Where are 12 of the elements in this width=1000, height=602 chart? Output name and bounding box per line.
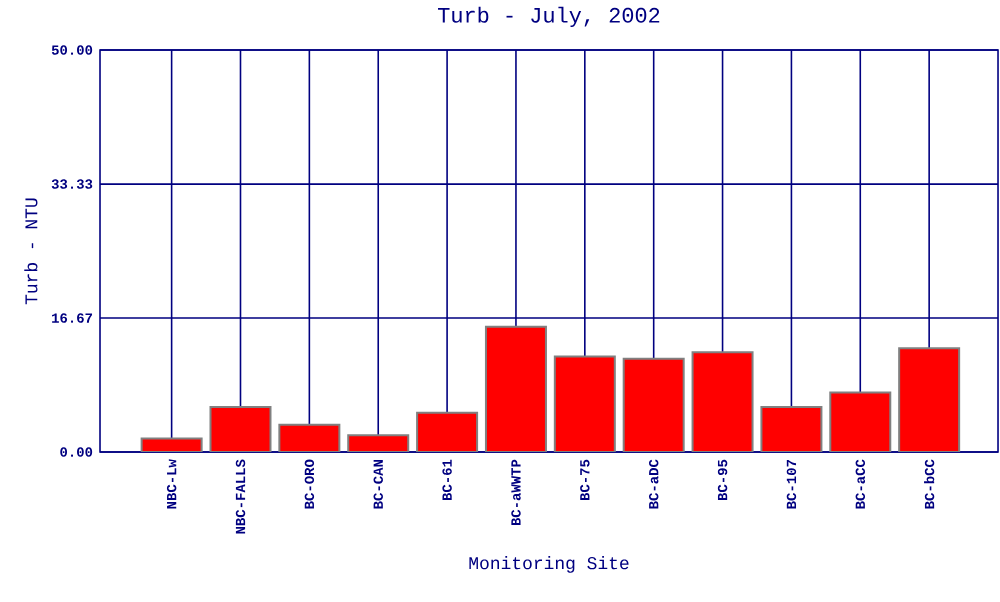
x-axis-title: Monitoring Site (469, 556, 629, 573)
bar (210, 407, 271, 453)
bar (761, 407, 822, 453)
bar (554, 356, 615, 453)
bar (692, 352, 753, 453)
y-axis-title: Turb - NTU (24, 198, 38, 305)
bar (830, 392, 891, 453)
bar (485, 326, 546, 453)
bar (623, 358, 684, 453)
chart-title: Turb - July, 2002 (438, 6, 660, 28)
bar (417, 412, 478, 453)
bar (898, 347, 961, 453)
